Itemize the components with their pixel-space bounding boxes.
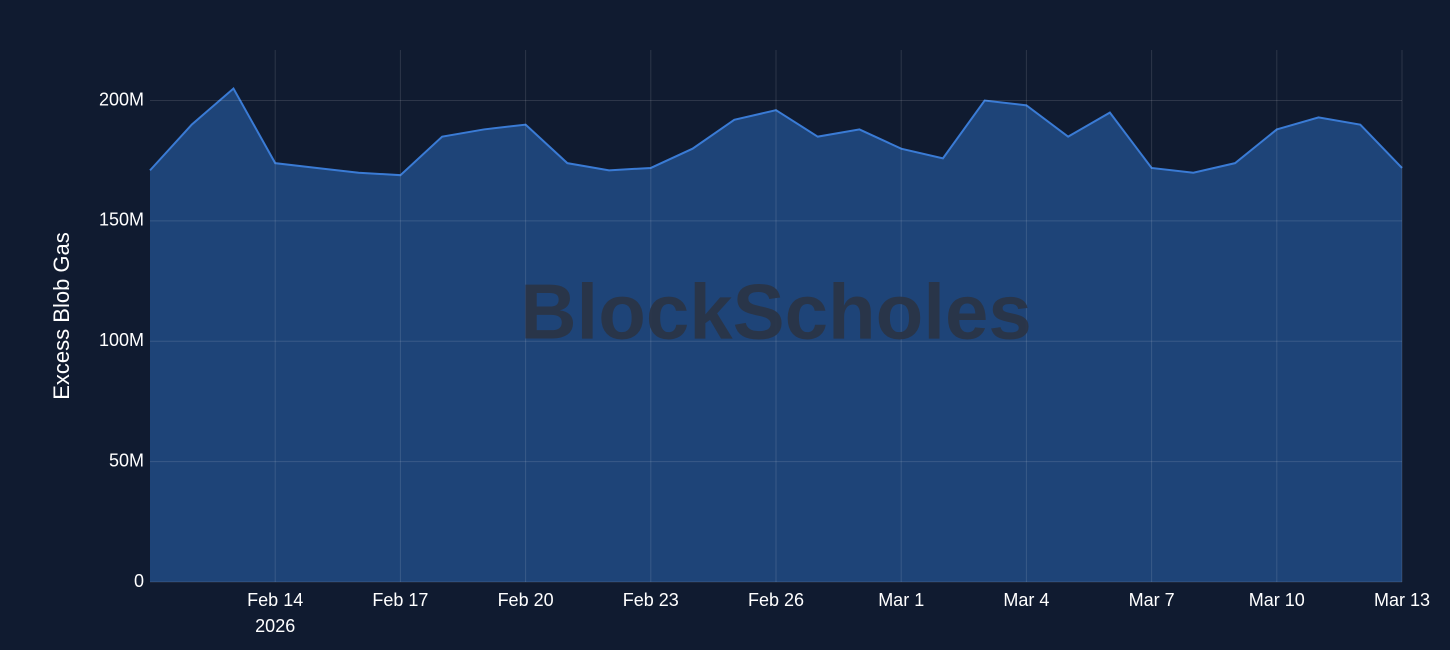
y-tick-label: 100M xyxy=(99,330,144,350)
watermark: BlockScholes xyxy=(520,268,1032,356)
x-tick-label: Mar 4 xyxy=(1003,590,1049,610)
x-tick-sublabel: 2026 xyxy=(255,616,295,636)
x-tick-label: Mar 1 xyxy=(878,590,924,610)
y-axis-label: Excess Blob Gas xyxy=(49,232,74,400)
x-tick-label: Feb 26 xyxy=(748,590,804,610)
x-tick-label: Mar 10 xyxy=(1249,590,1305,610)
y-tick-label: 200M xyxy=(99,89,144,109)
x-tick-label: Feb 14 xyxy=(247,590,303,610)
area xyxy=(150,88,1402,582)
y-tick-label: 50M xyxy=(109,450,144,470)
x-tick-label: Feb 20 xyxy=(498,590,554,610)
x-tick-label: Feb 23 xyxy=(623,590,679,610)
x-tick-label: Mar 13 xyxy=(1374,590,1430,610)
y-tick-label: 150M xyxy=(99,210,144,230)
y-tick-label: 0 xyxy=(134,571,144,591)
line xyxy=(149,86,1403,177)
x-tick-label: Mar 7 xyxy=(1129,590,1175,610)
x-tick-label: Feb 17 xyxy=(372,590,428,610)
